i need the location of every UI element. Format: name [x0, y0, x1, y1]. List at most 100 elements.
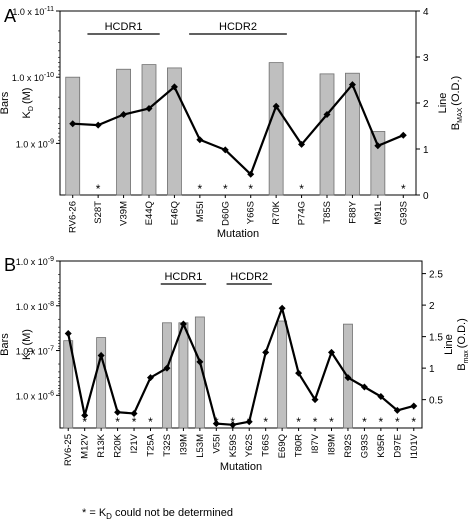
- panel-a-x-tick-label: V39M: [119, 201, 130, 226]
- panel-b-left-tick-label: 1.0 x 10-7: [16, 346, 54, 357]
- panel-a-bmax-point: [298, 140, 306, 148]
- panel-a-bmax-point: [69, 120, 77, 128]
- panel-b-bmax-point: [196, 358, 204, 366]
- panel-b-bmax-point: [64, 329, 72, 337]
- panel-b-right-tick-label: 2: [429, 301, 435, 312]
- panel-a-x-tick-label: G93S: [398, 201, 409, 225]
- panel-b-undetermined-star: *: [411, 415, 416, 429]
- panel-b-right-axis-title: Line: [443, 334, 455, 355]
- panel-a-bmax-point: [323, 111, 331, 118]
- panel-b-undetermined-star: *: [296, 415, 301, 429]
- panel-b-bmax-point: [130, 410, 138, 418]
- panel-a-undetermined-star: *: [96, 182, 101, 196]
- panel-a-region-label: HCDR2: [219, 21, 257, 33]
- panel-b-undetermined-star: *: [329, 415, 334, 429]
- panel-a-right-axis-title: Line: [437, 93, 449, 114]
- panel-b-bmax-point: [328, 348, 335, 356]
- panel-b-bmax-point: [179, 320, 187, 328]
- panel-a-left-tick-label: 1.0 x 10-11: [12, 6, 54, 17]
- panel-a-region-label: HCDR1: [105, 21, 143, 33]
- panel-b-x-tick-label: K59S: [228, 434, 239, 457]
- panel-b-bmax-point: [393, 406, 401, 414]
- panel-b-bmax-point: [295, 369, 303, 377]
- panel-b-x-tick-label: I101V: [409, 433, 420, 458]
- panel-b-right-tick-label: 0.5: [429, 396, 443, 407]
- panel-a-right-tick-label: 4: [423, 7, 429, 18]
- panel-a-left-axis-unit: KD(M): [21, 88, 35, 119]
- panel-b-right-tick-label: 2.5: [429, 270, 443, 281]
- panel-a-bmax-point: [145, 105, 153, 113]
- panel-b-bmax-point: [81, 411, 89, 419]
- panel-b-left-tick-label: 1.0 x 10-9: [16, 256, 54, 267]
- panel-a-undetermined-star: *: [299, 182, 304, 196]
- panel-b-x-tick-label: K95R: [376, 434, 387, 458]
- panel-a-bmax-point: [399, 131, 407, 139]
- panel-b-x-tick-label: D97E: [392, 434, 403, 458]
- panel-b-undetermined-star: *: [132, 415, 137, 429]
- panel-a-x-tick-label: M55I: [195, 201, 206, 222]
- panel-b-letter: B: [4, 255, 16, 275]
- panel-a-bmax-point: [170, 83, 178, 91]
- panel-b-x-tick-label: I89M: [327, 434, 338, 455]
- panel-a-right-tick-label: 1: [423, 145, 429, 156]
- panel-b-undetermined-star: *: [379, 415, 384, 429]
- panel-b-bmax-point: [245, 418, 253, 426]
- panel-b-x-tick-label: I21V: [129, 433, 140, 453]
- panel-a-x-tick-label: E46Q: [169, 201, 180, 225]
- panel-b-x-tick-label: I39M: [178, 434, 189, 455]
- panel-b-x-tick-label: T80R: [294, 434, 305, 457]
- panel-b-right-axis-unit: Bmax(O.D.): [456, 318, 470, 371]
- panel-b-bar: [277, 320, 288, 429]
- panel-a-plot-frame: [59, 10, 417, 196]
- panel-a-x-tick-label: R70K: [271, 200, 282, 224]
- panel-b: B 1.0 x 10-9 1.0 x 10-8 1.0 x 10-7 1.0 x 10…: [0, 255, 470, 473]
- panel-b-bmax-point: [410, 402, 418, 410]
- panel-a-bmax-point: [120, 111, 128, 118]
- panel-a-left-tick-label: 1.0 x 10-10: [12, 72, 54, 83]
- panel-a-right-tick-label: 0: [423, 191, 429, 202]
- panel-a: A 1.0 x 10-11 1.0 x 10-10 1.0 x 10-9 0 1 2 3 4 B…: [0, 6, 464, 240]
- panel-a-undetermined-star: *: [223, 182, 228, 196]
- panel-b-bmax-point: [163, 364, 171, 372]
- panel-b-undetermined-star: *: [148, 415, 153, 429]
- panel-a-bmax-point: [374, 142, 382, 150]
- panel-b-x-tick-label: T32S: [162, 434, 173, 457]
- panel-b-undetermined-star: *: [395, 415, 400, 429]
- panel-a-left-tick-label: 1.0 x 10-9: [16, 138, 54, 149]
- panel-b-x-tick-label: T25A: [146, 433, 157, 456]
- panel-b-x-tick-label: T66S: [261, 434, 272, 457]
- panel-b-x-tick-label: V55I: [211, 434, 222, 454]
- panel-b-bmax-point: [278, 304, 286, 312]
- panel-b-left-tick-label: 1.0 x 10-6: [16, 390, 54, 401]
- panel-a-bar: [65, 76, 81, 196]
- panel-b-bmax-point: [114, 408, 122, 416]
- panel-b-bmax-point: [212, 420, 220, 428]
- panel-b-x-tick-label: M12V: [80, 433, 91, 458]
- panel-b-bmax-point: [344, 374, 352, 382]
- panel-a-bar: [141, 64, 157, 196]
- panel-a-bmax-point: [272, 102, 280, 110]
- panel-b-left-tick-label: 1.0 x 10-8: [16, 301, 54, 312]
- panel-b-x-tick-label: R92S: [343, 434, 354, 458]
- panel-b-x-tick-label: R20K: [113, 433, 124, 457]
- panel-a-bar: [319, 73, 335, 196]
- panel-b-left-axis-unit: KD(M): [21, 329, 35, 360]
- panel-b-undetermined-star: *: [115, 415, 120, 429]
- panel-b-plot-frame: [59, 260, 423, 429]
- panel-a-x-tick-label: M91L: [373, 201, 384, 225]
- panel-b-undetermined-star: *: [362, 415, 367, 429]
- panel-b-x-tick-label: Y62S: [244, 434, 255, 457]
- panel-b-bmax-point: [147, 374, 154, 382]
- panel-a-x-tick-label: Y66S: [246, 201, 257, 224]
- panel-a-undetermined-star: *: [198, 182, 203, 196]
- panel-b-bmax-point: [311, 396, 319, 404]
- panel-a-x-tick-label: E44Q: [144, 201, 155, 225]
- panel-b-bar: [178, 322, 189, 429]
- panel-a-bmax-line: [72, 82, 404, 177]
- panel-b-bmax-point: [97, 352, 105, 360]
- panel-a-right-axis-unit: BMAX(O.D.): [450, 76, 464, 130]
- panel-b-undetermined-star: *: [263, 415, 268, 429]
- panel-a-bmax-point: [348, 81, 356, 89]
- panel-b-bar: [96, 337, 107, 429]
